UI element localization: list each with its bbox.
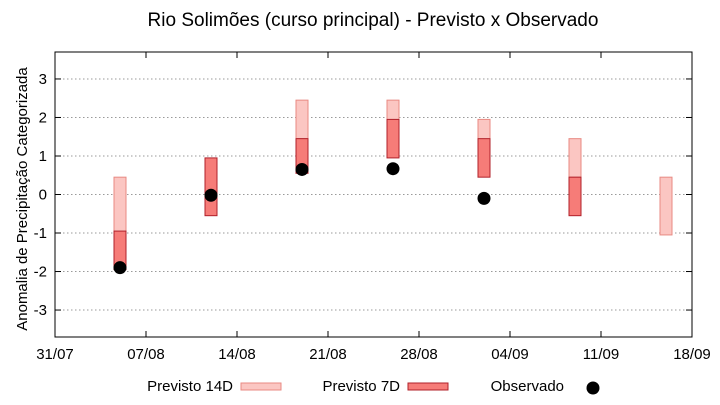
observed-point [386, 162, 400, 176]
x-tick-label: 14/08 [218, 346, 256, 363]
plot-frame [54, 51, 693, 338]
observed-point [477, 191, 491, 205]
legend-swatch-forecast-7d [407, 382, 449, 391]
y-tick-label: 1 [39, 148, 47, 165]
marks-layer [113, 99, 673, 275]
grid-layer [55, 78, 692, 311]
observed-point [113, 261, 127, 275]
forecast-14d-bar [113, 176, 127, 236]
x-tick-label: 18/09 [673, 346, 711, 363]
y-tick-label: -3 [34, 302, 47, 319]
legend-label-forecast-14d: Previsto 14D [147, 378, 233, 395]
y-tick-label: 3 [39, 71, 47, 88]
forecast-7d-bar [477, 138, 491, 178]
forecast-7d-bar [568, 176, 582, 217]
forecast-14d-bar [295, 99, 309, 140]
x-tick-label: 11/09 [583, 346, 619, 363]
y-axis-label: Anomalia de Precipitação Categorizada [14, 67, 31, 331]
observed-point [295, 162, 309, 176]
y-tick-label: -2 [34, 264, 47, 281]
forecast-7d-bar [386, 118, 400, 159]
legend: Previsto 14D Previsto 7D Observado [147, 378, 600, 395]
x-tick-label: 28/08 [400, 346, 438, 363]
legend-swatch-forecast-14d [240, 382, 282, 391]
forecast-14d-bar [568, 138, 582, 178]
legend-marker-observed [586, 381, 600, 395]
x-tick-label: 21/08 [309, 346, 347, 363]
chart-title: Rio Solimões (curso principal) - Previst… [148, 10, 599, 31]
forecast-7d-bar [204, 157, 218, 217]
observed-point [204, 188, 218, 202]
axes-layer: -3 -2 -1 0 1 2 3 31/07 07/08 14/08 21/08 28/08 04/09… [34, 51, 711, 363]
x-tick-label: 04/09 [491, 346, 529, 363]
legend-label-observed: Observado [491, 378, 564, 395]
y-tick-label: 0 [39, 187, 47, 204]
x-tick-label: 31/07 [36, 346, 74, 363]
forecast-14d-bar [659, 176, 673, 236]
y-tick-label: -1 [34, 225, 47, 242]
y-tick-label: 2 [39, 109, 47, 126]
x-tick-label: 07/08 [127, 346, 165, 363]
legend-label-forecast-7d: Previsto 7D [322, 378, 400, 395]
